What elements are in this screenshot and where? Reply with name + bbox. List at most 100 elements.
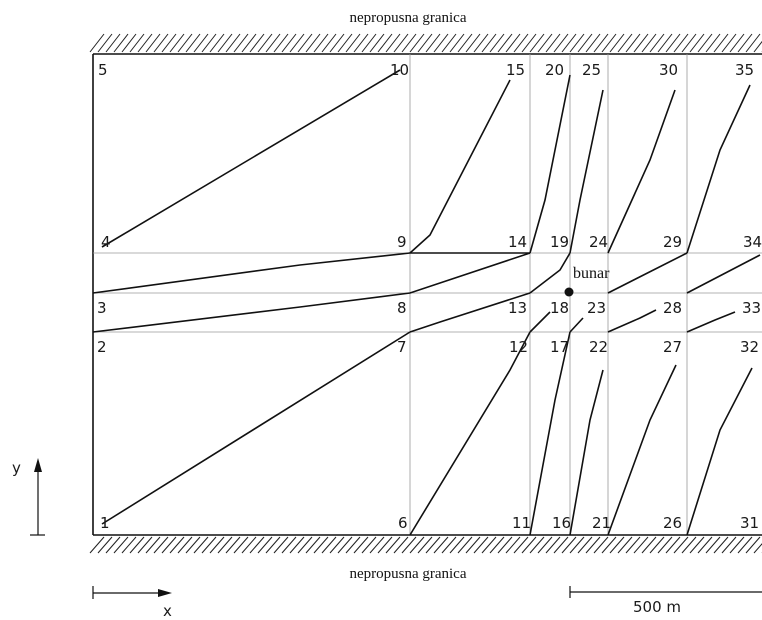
hatch-stroke — [249, 33, 265, 53]
hatch-stroke — [273, 536, 289, 554]
hatch-stroke — [337, 33, 353, 53]
hatch-stroke — [297, 536, 313, 554]
hatch-stroke — [145, 536, 161, 554]
hatch-stroke — [577, 536, 593, 554]
well-marker — [564, 287, 574, 297]
hatch-stroke — [681, 33, 697, 53]
hatch-stroke — [705, 33, 721, 53]
node-label-34: 34 — [743, 233, 762, 251]
hatch-stroke — [193, 536, 209, 554]
node-label-2: 2 — [97, 338, 107, 356]
hatch-stroke — [721, 536, 737, 554]
hatch-stroke — [537, 33, 553, 53]
hatch-stroke — [449, 33, 465, 53]
node-label-33: 33 — [742, 299, 761, 317]
hatch-stroke — [217, 33, 233, 53]
hatch-stroke — [689, 33, 705, 53]
hatch-stroke — [169, 33, 185, 53]
hatch-stroke — [353, 536, 369, 554]
hatch-stroke — [97, 33, 113, 53]
hatch-stroke — [433, 536, 449, 554]
hatch-stroke — [609, 536, 625, 554]
hatch-stroke — [409, 536, 425, 554]
hatch-stroke — [585, 33, 601, 53]
hatch-stroke — [201, 33, 217, 53]
hatch-stroke — [745, 33, 761, 53]
hatch-stroke — [617, 536, 633, 554]
hatch-stroke — [537, 536, 553, 554]
hatch-stroke — [297, 33, 313, 53]
x-axis-label: x — [163, 602, 172, 620]
hatch-stroke — [337, 536, 353, 554]
hatch-stroke — [265, 536, 281, 554]
hatch-stroke — [521, 33, 537, 53]
node-label-22: 22 — [589, 338, 608, 356]
hatch-stroke — [441, 33, 457, 53]
hatch-stroke — [425, 33, 441, 53]
hatch-stroke — [513, 33, 529, 53]
node-label-32: 32 — [740, 338, 759, 356]
hatch-stroke — [329, 536, 345, 554]
hatch-stroke — [641, 536, 657, 554]
hatch-stroke — [601, 33, 617, 53]
y-axis-label: y — [12, 459, 21, 477]
hatch-stroke — [177, 536, 193, 554]
hatch-stroke — [329, 33, 345, 53]
hatch-stroke — [177, 33, 193, 53]
hatch-stroke — [241, 536, 257, 554]
hatch-stroke — [401, 33, 417, 53]
hatch-stroke — [225, 33, 241, 53]
hatch-stroke — [753, 543, 762, 554]
hatch-stroke — [281, 536, 297, 554]
hatch-stroke — [369, 33, 385, 53]
hatch-stroke — [241, 33, 257, 53]
node-labels: 1234567891011121314151617181920212223242… — [97, 61, 762, 532]
hatch-stroke — [89, 536, 105, 554]
hatch-stroke — [361, 33, 377, 53]
hatch-stroke — [161, 33, 177, 53]
hatch-stroke — [129, 536, 145, 554]
node-label-23: 23 — [587, 299, 606, 317]
hatch-stroke — [137, 33, 153, 53]
hatch-stroke — [385, 536, 401, 554]
hatch-stroke — [193, 33, 209, 53]
node-label-24: 24 — [589, 233, 608, 251]
hatch-stroke — [217, 536, 233, 554]
y-axis-indicator: y — [12, 458, 45, 536]
hatch-stroke — [497, 33, 513, 53]
hatch-stroke — [457, 33, 473, 53]
hatch-stroke — [553, 536, 569, 554]
hatch-stroke — [137, 536, 153, 554]
well-label: bunar — [573, 265, 610, 282]
hatch-stroke — [713, 33, 729, 53]
hatch-stroke — [401, 536, 417, 554]
hatch-stroke — [569, 33, 585, 53]
node-label-29: 29 — [663, 233, 682, 251]
hatch-stroke — [305, 536, 321, 554]
hatch-stroke — [697, 33, 713, 53]
hatch-stroke — [729, 33, 745, 53]
hatch-stroke — [609, 33, 625, 53]
node-label-35: 35 — [735, 61, 754, 79]
top-boundary-hatching — [89, 33, 762, 53]
hatch-stroke — [209, 536, 225, 554]
hatch-stroke — [633, 536, 649, 554]
hatch-stroke — [161, 536, 177, 554]
hatch-stroke — [345, 536, 361, 554]
hatch-stroke — [545, 536, 561, 554]
hatch-stroke — [633, 33, 649, 53]
hatch-stroke — [185, 536, 201, 554]
hatch-stroke — [473, 33, 489, 53]
hatch-stroke — [89, 33, 105, 53]
hatch-stroke — [593, 33, 609, 53]
node-label-10: 10 — [390, 61, 409, 79]
hatch-stroke — [225, 536, 241, 554]
hatch-stroke — [369, 536, 385, 554]
hatch-stroke — [257, 536, 273, 554]
hatch-stroke — [353, 33, 369, 53]
hatch-stroke — [481, 33, 497, 53]
hatch-stroke — [721, 33, 737, 53]
hatch-stroke — [753, 40, 762, 53]
hatch-stroke — [561, 33, 577, 53]
hatch-stroke — [449, 536, 465, 554]
